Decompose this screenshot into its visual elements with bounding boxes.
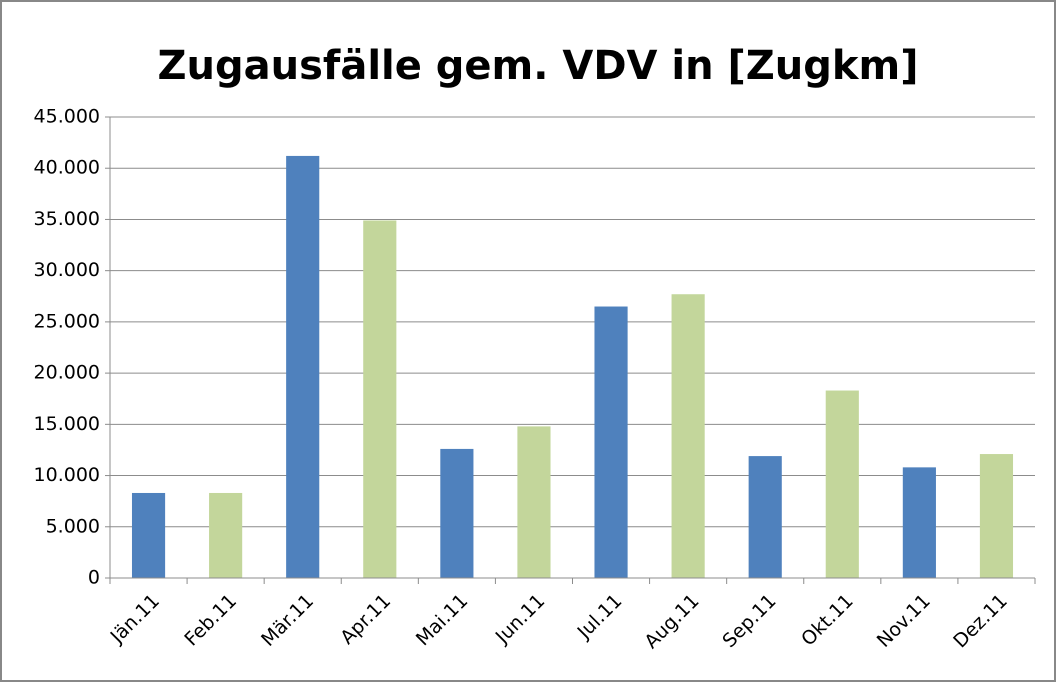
y-tick-label: 10.000 xyxy=(34,464,100,486)
bar xyxy=(517,426,551,578)
y-tick-label: 20.000 xyxy=(34,362,100,384)
y-tick-label: 0 xyxy=(88,567,100,589)
chart-title: Zugausfälle gem. VDV in [Zugkm] xyxy=(158,43,919,89)
bar xyxy=(131,492,166,578)
y-tick-label: 40.000 xyxy=(34,157,100,179)
bar xyxy=(979,454,1014,578)
bar xyxy=(825,390,859,578)
bar xyxy=(671,294,705,578)
bar xyxy=(594,306,628,578)
y-tick-label: 45.000 xyxy=(34,106,100,128)
y-tick-label: 25.000 xyxy=(34,310,100,332)
bar xyxy=(363,220,397,579)
bar xyxy=(286,155,320,578)
y-tick-label: 5.000 xyxy=(46,515,100,537)
bar xyxy=(209,492,243,578)
bar xyxy=(440,448,474,578)
bar xyxy=(748,456,782,578)
y-tick-label: 30.000 xyxy=(34,259,100,281)
y-tick-label: 35.000 xyxy=(34,208,100,230)
bar xyxy=(902,467,936,578)
y-tick-label: 15.000 xyxy=(34,413,100,435)
